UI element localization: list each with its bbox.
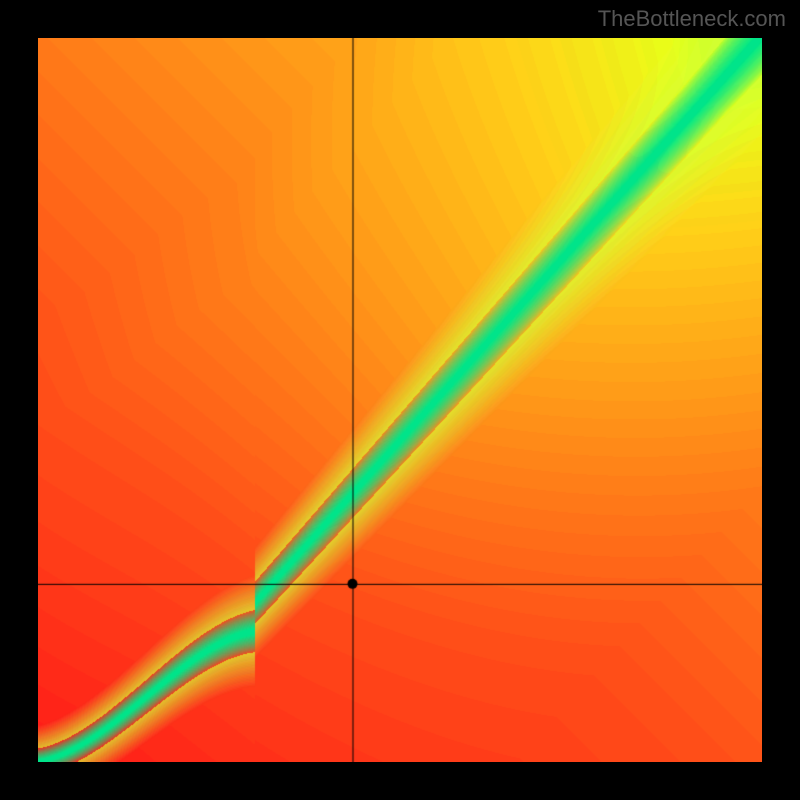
watermark-text: TheBottleneck.com bbox=[598, 6, 786, 32]
heatmap-canvas bbox=[38, 38, 762, 762]
plot-area bbox=[38, 38, 762, 762]
chart-container: TheBottleneck.com bbox=[0, 0, 800, 800]
